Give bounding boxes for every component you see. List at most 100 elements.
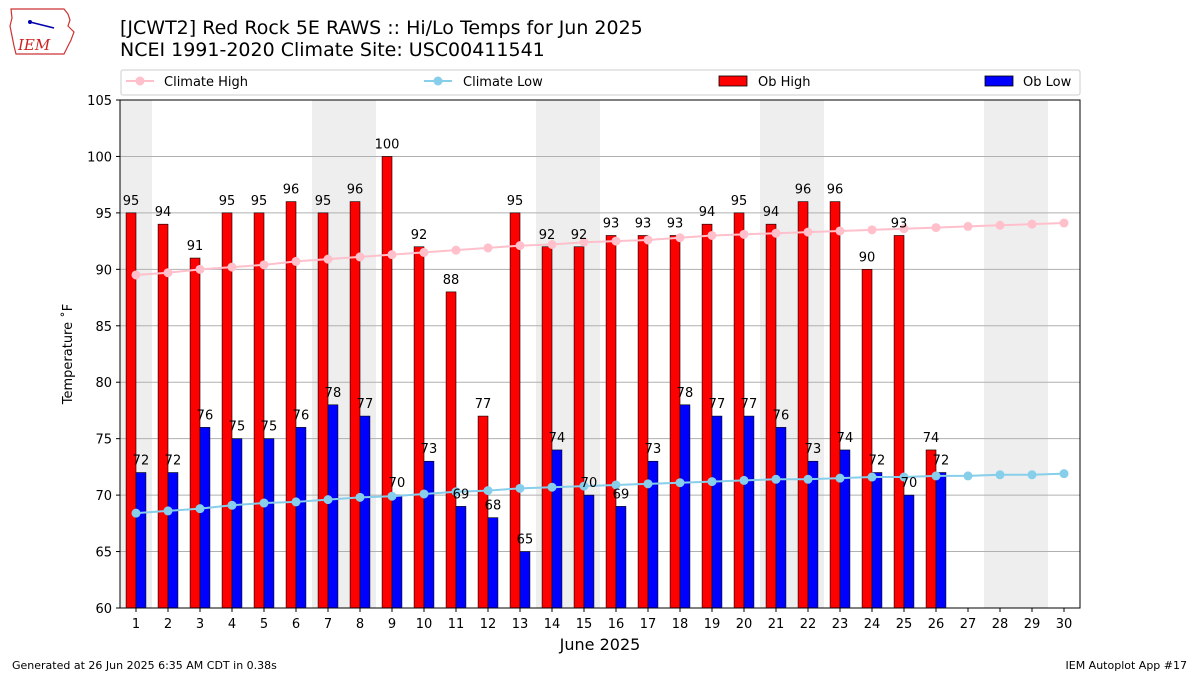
- climate-low-point-day-14: [547, 482, 557, 492]
- ob-high-bar-day-3: [189, 257, 201, 609]
- climate-low-point-day-18: [675, 478, 685, 488]
- ob-low-label-day-24: 72: [869, 454, 886, 469]
- ob-low-label-day-13: 65: [517, 533, 534, 548]
- app-credit: IEM Autoplot App #17: [1065, 659, 1188, 672]
- ob-high-label-day-22: 96: [795, 183, 812, 198]
- ob-low-bar-day-14: [551, 449, 563, 609]
- ob-high-label-day-15: 92: [571, 228, 588, 243]
- ob-high-swatch: [718, 75, 748, 87]
- ob-low-label-day-26: 72: [933, 454, 950, 469]
- ob-low-bar-day-3: [199, 427, 211, 609]
- climate-low-point-day-23: [835, 473, 845, 483]
- ob-low-bar-day-2: [167, 472, 179, 609]
- ob-low-bar-day-8: [359, 415, 371, 609]
- ob-low-label-day-3: 76: [197, 408, 214, 423]
- climate-high-point-day-2: [163, 268, 173, 278]
- ob-low-bar-day-11: [455, 506, 467, 609]
- climate-low-point-day-12: [483, 486, 493, 496]
- climate-low-point-day-4: [227, 500, 237, 510]
- ob-high-label-day-4: 95: [219, 194, 236, 209]
- climate-low-point-day-20: [739, 475, 749, 485]
- generated-timestamp: Generated at 26 Jun 2025 6:35 AM CDT in …: [12, 659, 277, 672]
- ob-low-label-day-23: 74: [837, 431, 854, 446]
- x-tick-label-28: 28: [992, 617, 1009, 632]
- climate-high-point-day-30: [1059, 218, 1069, 228]
- ob-high-label-day-10: 92: [411, 228, 428, 243]
- climate-high-point-day-29: [1027, 219, 1037, 229]
- climate-low-point-day-15: [579, 481, 589, 491]
- ob-low-label-day-19: 77: [709, 397, 726, 412]
- climate-high-point-day-8: [355, 252, 365, 262]
- climate-low-point-day-25: [899, 472, 909, 482]
- ob-high-bar-day-7: [317, 212, 329, 609]
- ob-low-label-day-4: 75: [229, 420, 246, 435]
- x-tick-label-17: 17: [640, 617, 657, 632]
- y-tick-label-60: 60: [95, 602, 112, 617]
- x-tick-label-14: 14: [544, 617, 561, 632]
- x-tick-label-11: 11: [448, 617, 465, 632]
- chart-subtitle: NCEI 1991-2020 Climate Site: USC00411541: [120, 39, 545, 61]
- x-tick-label-16: 16: [608, 617, 625, 632]
- climate-high-point-day-24: [867, 225, 877, 235]
- ob-low-label-day-17: 73: [645, 442, 662, 457]
- ob-low-bar-day-20: [743, 415, 755, 609]
- x-tick-label-21: 21: [768, 617, 785, 632]
- ob-low-label-day-22: 73: [805, 442, 822, 457]
- ob-low-bar-day-18: [679, 404, 691, 609]
- climate-low-point-day-21: [771, 474, 781, 484]
- logo-text: IEM: [17, 36, 51, 54]
- y-tick-label-100: 100: [87, 150, 112, 165]
- x-axis-label: June 2025: [559, 635, 641, 654]
- ob-high-bar-day-10: [413, 246, 425, 609]
- x-tick-label-3: 3: [196, 617, 204, 632]
- x-tick-label-27: 27: [960, 617, 977, 632]
- climate-low-point-day-10: [419, 489, 429, 499]
- x-tick-label-4: 4: [228, 617, 236, 632]
- ob-high-bar-day-13: [509, 212, 521, 609]
- legend-item-ob-low: Ob Low: [984, 75, 1072, 90]
- ob-high-label-day-20: 95: [731, 194, 748, 209]
- ob-low-bar-day-6: [295, 427, 307, 609]
- ob-high-label-day-26: 74: [923, 431, 940, 446]
- ob-low-label-day-11: 69: [453, 487, 470, 502]
- climate-high-point-day-10: [419, 247, 429, 257]
- climate-high-point-day-15: [579, 237, 589, 247]
- x-tick-label-29: 29: [1024, 617, 1041, 632]
- y-axis-label: Temperature ˚F: [60, 304, 76, 405]
- ob-high-label-day-17: 93: [635, 216, 652, 231]
- climate-high-point-day-13: [515, 241, 525, 251]
- climate-high-point-day-6: [291, 256, 301, 266]
- ob-high-bar-day-19: [701, 223, 713, 609]
- climate-lines: [131, 218, 1069, 518]
- climate-high-point-day-28: [995, 220, 1005, 230]
- x-tick-label-6: 6: [292, 617, 300, 632]
- ob-high-bar-day-11: [445, 291, 457, 609]
- ob-high-label-day-18: 93: [667, 216, 684, 231]
- ob-low-bar-day-25: [903, 494, 915, 609]
- ob-low-label-day-6: 76: [293, 408, 310, 423]
- climate-high-point-day-11: [451, 245, 461, 255]
- ob-low-bar-day-1: [135, 472, 147, 609]
- climate-low-point-day-17: [643, 479, 653, 489]
- ob-high-label-day-19: 94: [699, 205, 716, 220]
- y-tick-label-105: 105: [87, 94, 112, 109]
- ob-low-label-day-9: 70: [389, 476, 406, 491]
- climate-high-point-day-3: [195, 264, 205, 274]
- y-tick-label-95: 95: [95, 207, 112, 222]
- ob-low-label-day-2: 72: [165, 454, 182, 469]
- ob-high-label-day-23: 96: [827, 183, 844, 198]
- iowa-outline-icon: [9, 8, 75, 55]
- climate-high-point-day-1: [131, 270, 141, 280]
- ob-low-label-day-14: 74: [549, 431, 566, 446]
- climate-low-point-day-2: [163, 506, 173, 516]
- legend-item-climate-low: Climate Low: [424, 75, 543, 90]
- y-tick-label-75: 75: [95, 433, 112, 448]
- legend: Climate High Climate Low Ob High Ob Low: [120, 69, 1081, 96]
- ob-low-label-day-12: 68: [485, 499, 502, 514]
- ob-low-label-day-20: 77: [741, 397, 758, 412]
- ob-low-bar-day-23: [839, 449, 851, 609]
- ob-high-label-day-3: 91: [187, 239, 204, 254]
- climate-high-point-day-21: [771, 228, 781, 238]
- ob-low-label-day-7: 78: [325, 386, 342, 401]
- climate-low-point-day-28: [995, 470, 1005, 480]
